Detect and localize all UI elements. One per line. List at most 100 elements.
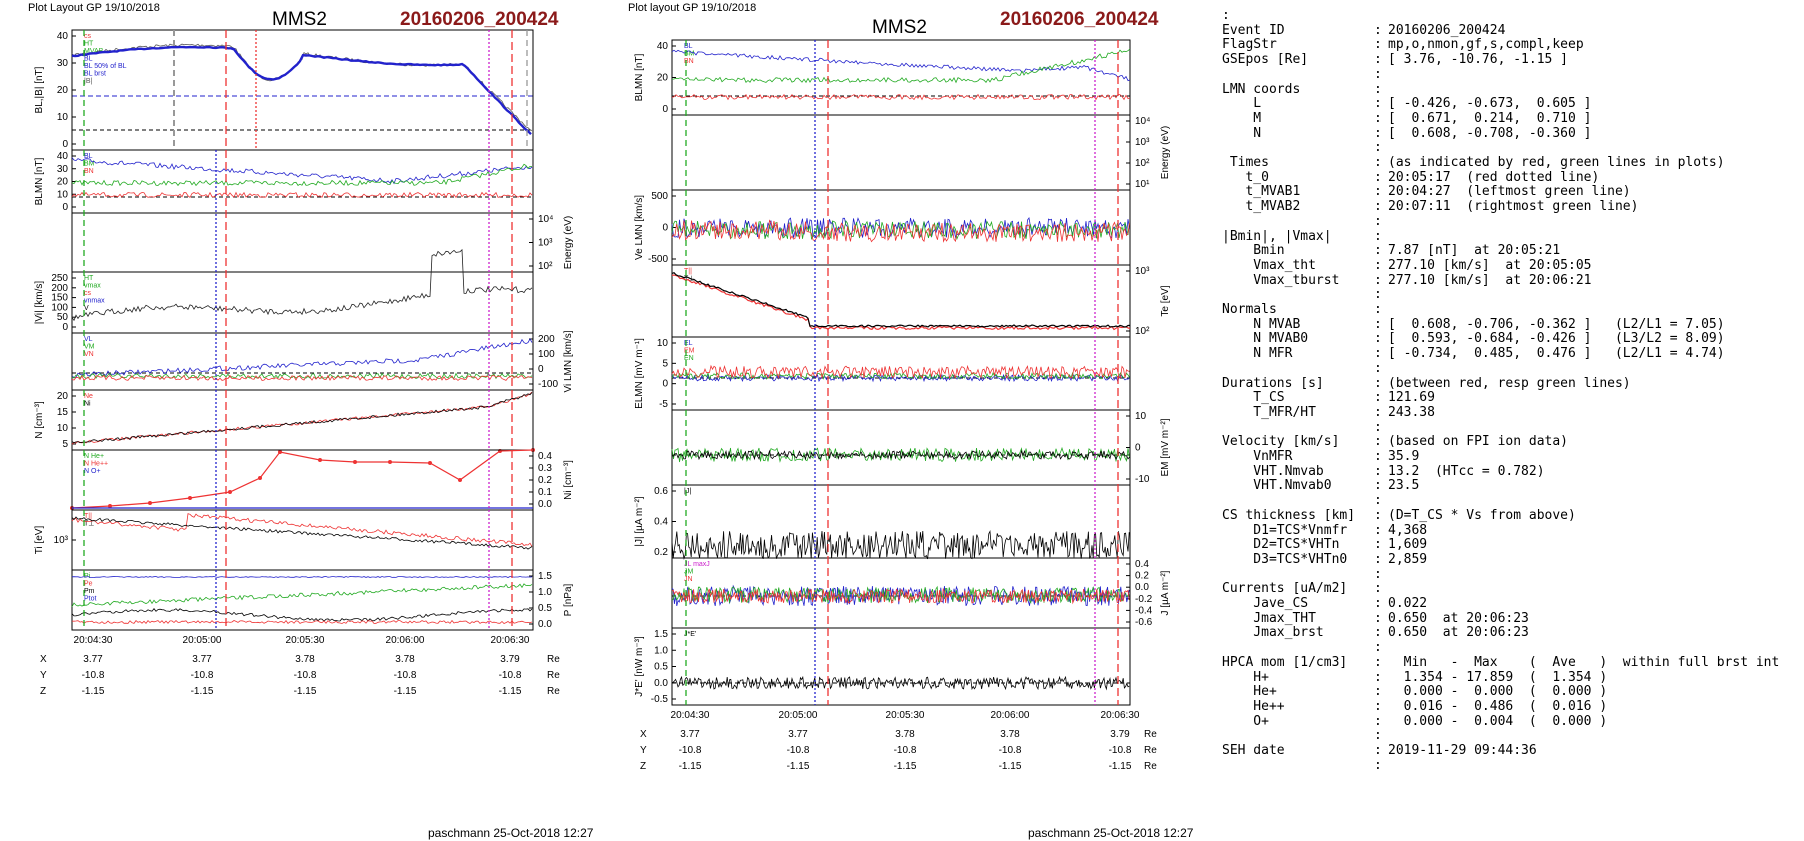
left-tick-label: 20 — [57, 391, 69, 402]
left-legend-entry: Ni — [84, 401, 91, 408]
right-axis-label: Ve LMN [km/s] — [634, 195, 645, 260]
left-tick-label: 0.0 — [538, 499, 552, 510]
right-tick-label: 10² — [1135, 158, 1150, 169]
right-series-line — [671, 587, 1130, 605]
left-tick-label: 0 — [538, 364, 544, 375]
info-colon: : — [1374, 698, 1382, 714]
left-series-line — [71, 513, 533, 547]
left-legend-entry: vnmax — [84, 298, 105, 305]
left-tick-label: 100 — [51, 302, 68, 313]
right-tick-label: 0.4 — [1135, 559, 1149, 570]
right-tick-label: 5 — [662, 358, 668, 369]
info-key: He+ — [1222, 684, 1277, 700]
right-series-line — [671, 371, 1130, 381]
right-pos-value: -1.15 — [787, 761, 810, 772]
info-colon: : — [1374, 390, 1382, 406]
right-legend-entry: BN — [684, 58, 694, 65]
left-pos-axis: Z — [40, 686, 46, 697]
info-value: (as indicated by red, green lines in plo… — [1388, 155, 1725, 170]
left-tick-label: 40 — [57, 31, 69, 42]
info-colon: : — [1374, 537, 1382, 553]
right-axis-label: Energy (eV) — [1160, 126, 1171, 179]
left-tick-label: 100 — [538, 349, 555, 360]
left-event-title: 20160206_200424 — [400, 9, 559, 30]
info-colon: : — [1374, 169, 1382, 185]
right-tick-label: 10 — [657, 338, 669, 349]
right-series-line — [671, 274, 1131, 331]
info-value: 23.5 — [1388, 478, 1420, 494]
left-series-line — [71, 248, 533, 322]
left-legend-entry: V — [84, 305, 89, 312]
right-time-tick: 20:05:00 — [779, 710, 818, 721]
left-panel-frame — [71, 569, 534, 631]
left-axis-label: N [cm⁻³] — [34, 401, 45, 439]
right-series-line — [671, 49, 1131, 82]
right-pos-value: 3.78 — [1000, 729, 1020, 740]
info-key: Event ID — [1222, 22, 1285, 38]
right-legend-entry: BM — [684, 51, 695, 58]
left-tick-label: 0 — [62, 322, 68, 333]
left-tick-label: 10³ — [538, 238, 553, 249]
left-axis-label: |Vi| [km/s] — [34, 281, 45, 325]
left-panel-frame — [71, 149, 534, 214]
info-value: 20:04:27 (leftmost green line) — [1388, 184, 1631, 200]
left-pos-value: -10.8 — [499, 670, 522, 681]
left-legend-entry: BL — [84, 153, 93, 160]
info-colon: : — [1374, 140, 1382, 156]
left-legend-entry: N O+ — [84, 468, 101, 475]
left-tick-label: 0.1 — [538, 487, 552, 498]
left-tick-label: 5 — [62, 439, 68, 450]
info-key: He++ — [1222, 698, 1285, 714]
left-legend-entry: T⊥ — [84, 521, 94, 528]
left-legend-entry: Ptot — [84, 596, 97, 603]
left-pos-value: 3.78 — [395, 654, 415, 665]
left-tick-label: 0.4 — [538, 451, 552, 462]
right-series-line — [671, 529, 1130, 560]
info-key: N MFR — [1222, 346, 1293, 362]
left-tick-label: 50 — [57, 312, 69, 323]
right-layout-label: Plot layout GP 19/10/2018 — [628, 2, 757, 14]
left-legend-entry: VN — [84, 351, 94, 358]
right-pos-value: -10.8 — [999, 745, 1022, 756]
right-legend-entry: |J| — [684, 488, 691, 495]
right-tick-label: 10⁴ — [1135, 116, 1150, 127]
left-legend-entry: BM — [84, 161, 95, 168]
left-axis-label: Energy (eV) — [563, 216, 574, 269]
info-colon: : — [1374, 566, 1382, 582]
left-tick-label: 40 — [57, 151, 69, 162]
right-pos-unit: Re — [1144, 729, 1157, 740]
info-key: HPCA mom [1/cm3] — [1222, 654, 1348, 670]
info-key: VHT.Nmvab0 — [1222, 478, 1332, 494]
info-colon: : — [1374, 757, 1382, 773]
info-value: [ 0.671, 0.214, 0.710 ] — [1388, 110, 1592, 126]
right-pos-value: 3.78 — [895, 729, 915, 740]
info-key: Jmax_THT — [1222, 610, 1316, 626]
info-value: 4,368 — [1388, 522, 1428, 538]
right-tick-label: 0.0 — [1135, 582, 1149, 593]
left-time-tick: 20:06:30 — [491, 635, 530, 646]
info-key: FlagStr — [1222, 37, 1277, 53]
info-colon: : — [1374, 743, 1382, 758]
event-info-text: : Event ID:20160206_200424 FlagStr: mp,o,nm… — [1222, 8, 1792, 788]
right-panel-6: 10 0 -10 EM [mV m⁻²] — [671, 409, 1171, 486]
right-pos-value: 3.77 — [680, 729, 700, 740]
left-panel-8: 10³ Ti [eV] T||T⊥ — [34, 509, 534, 571]
info-colon: : — [1374, 625, 1382, 641]
right-tick-label: 0 — [1135, 443, 1141, 454]
right-tick-label: -0.2 — [1135, 594, 1153, 605]
right-time-tick: 20:04:30 — [671, 710, 710, 721]
info-colon: : — [1374, 551, 1382, 567]
left-series-line — [71, 516, 533, 550]
left-pos-value: -1.15 — [394, 686, 417, 697]
left-series-line — [71, 157, 533, 185]
info-colon: : — [1374, 404, 1382, 420]
right-tick-label: -0.4 — [1135, 605, 1153, 616]
left-pos-value: -1.15 — [294, 686, 317, 697]
left-footer: paschmann 25-Oct-2018 12:27 — [428, 826, 594, 840]
info-value: [ -0.734, 0.485, 0.476 ] (L2/L1 = 4.74) — [1388, 346, 1725, 362]
info-key: N MVAB — [1222, 316, 1301, 332]
info-value: [ 0.608, -0.708, -0.360 ] — [1388, 125, 1592, 141]
